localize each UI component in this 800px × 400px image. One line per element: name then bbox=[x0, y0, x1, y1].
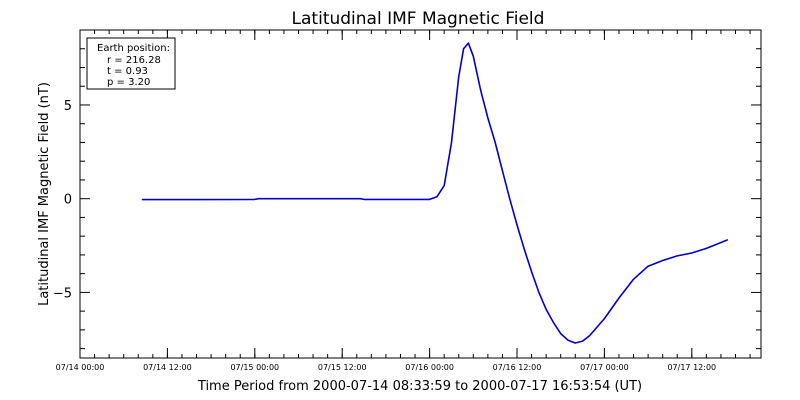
data-point bbox=[516, 224, 518, 226]
y-tick-label: 0 bbox=[64, 193, 72, 208]
x-tick-label: 07/15 00:00 bbox=[230, 363, 279, 372]
data-point bbox=[467, 42, 469, 44]
data-point bbox=[480, 89, 482, 91]
legend-line-title: Earth position: bbox=[97, 43, 170, 54]
legend-frame bbox=[86, 37, 176, 90]
data-point bbox=[443, 185, 445, 187]
data-point bbox=[603, 318, 606, 320]
x-tick-label: 07/17 00:00 bbox=[580, 363, 629, 372]
x-tick-label: 07/16 12:00 bbox=[493, 363, 542, 372]
data-point bbox=[538, 291, 540, 293]
data-point bbox=[523, 248, 525, 250]
series-layer bbox=[141, 42, 729, 344]
data-point bbox=[195, 199, 198, 201]
data-point bbox=[726, 239, 729, 241]
data-point bbox=[560, 333, 562, 335]
data-point bbox=[487, 117, 489, 119]
legend-line-t: t = 0.93 bbox=[107, 66, 148, 77]
x-tick-label: 07/15 12:00 bbox=[318, 363, 367, 372]
y-axis: −5 0 5 bbox=[53, 29, 761, 350]
data-point bbox=[691, 252, 693, 254]
data-point bbox=[662, 259, 664, 262]
chart-title: Latitudinal IMF Magnetic Field bbox=[292, 9, 545, 29]
data-point bbox=[582, 340, 584, 342]
data-point bbox=[141, 199, 143, 201]
data-point bbox=[589, 334, 591, 337]
x-tick-label: 07/17 12:00 bbox=[667, 363, 716, 372]
y-tick-label: −5 bbox=[53, 286, 72, 301]
data-point bbox=[363, 198, 365, 200]
data-point bbox=[676, 255, 678, 257]
data-point bbox=[705, 247, 708, 249]
x-tick-label: 07/14 00:00 bbox=[56, 363, 105, 372]
data-point bbox=[458, 76, 460, 78]
x-tick-label: 07/14 12:00 bbox=[143, 363, 192, 372]
plot-frame bbox=[79, 29, 762, 359]
legend-line-p: p = 3.20 bbox=[107, 77, 150, 88]
data-point bbox=[254, 198, 256, 200]
data-point bbox=[436, 196, 438, 198]
x-axis-label: Time Period from 2000-07-14 08:33:59 to … bbox=[197, 379, 642, 394]
x-axis: 07/14 00:00 07/14 12:00 07/15 00:00 07/15 1… bbox=[56, 30, 751, 372]
data-point bbox=[509, 198, 511, 200]
data-point bbox=[552, 321, 555, 323]
data-point bbox=[472, 55, 474, 57]
data-point bbox=[545, 308, 547, 310]
legend-box: Earth position: r = 216.28 t = 0.93 p = … bbox=[86, 37, 176, 90]
data-point bbox=[501, 170, 503, 172]
x-tick-label: 07/16 00:00 bbox=[405, 363, 454, 372]
data-point bbox=[463, 48, 465, 50]
legend-line-r: r = 216.28 bbox=[107, 55, 161, 66]
y-tick-label: 5 bbox=[64, 99, 72, 114]
data-point bbox=[531, 271, 533, 273]
data-point bbox=[647, 265, 649, 267]
data-point bbox=[494, 141, 496, 144]
data-point bbox=[567, 339, 569, 341]
data-point bbox=[450, 141, 453, 144]
data-point bbox=[359, 198, 361, 200]
data-point bbox=[632, 278, 635, 280]
y-axis-label: Latitudinal IMF Magnetic Field (nT) bbox=[37, 82, 52, 306]
series-line bbox=[142, 42, 728, 344]
data-point bbox=[429, 198, 431, 200]
data-point bbox=[257, 198, 259, 200]
data-point bbox=[574, 342, 576, 344]
data-point bbox=[618, 297, 620, 299]
